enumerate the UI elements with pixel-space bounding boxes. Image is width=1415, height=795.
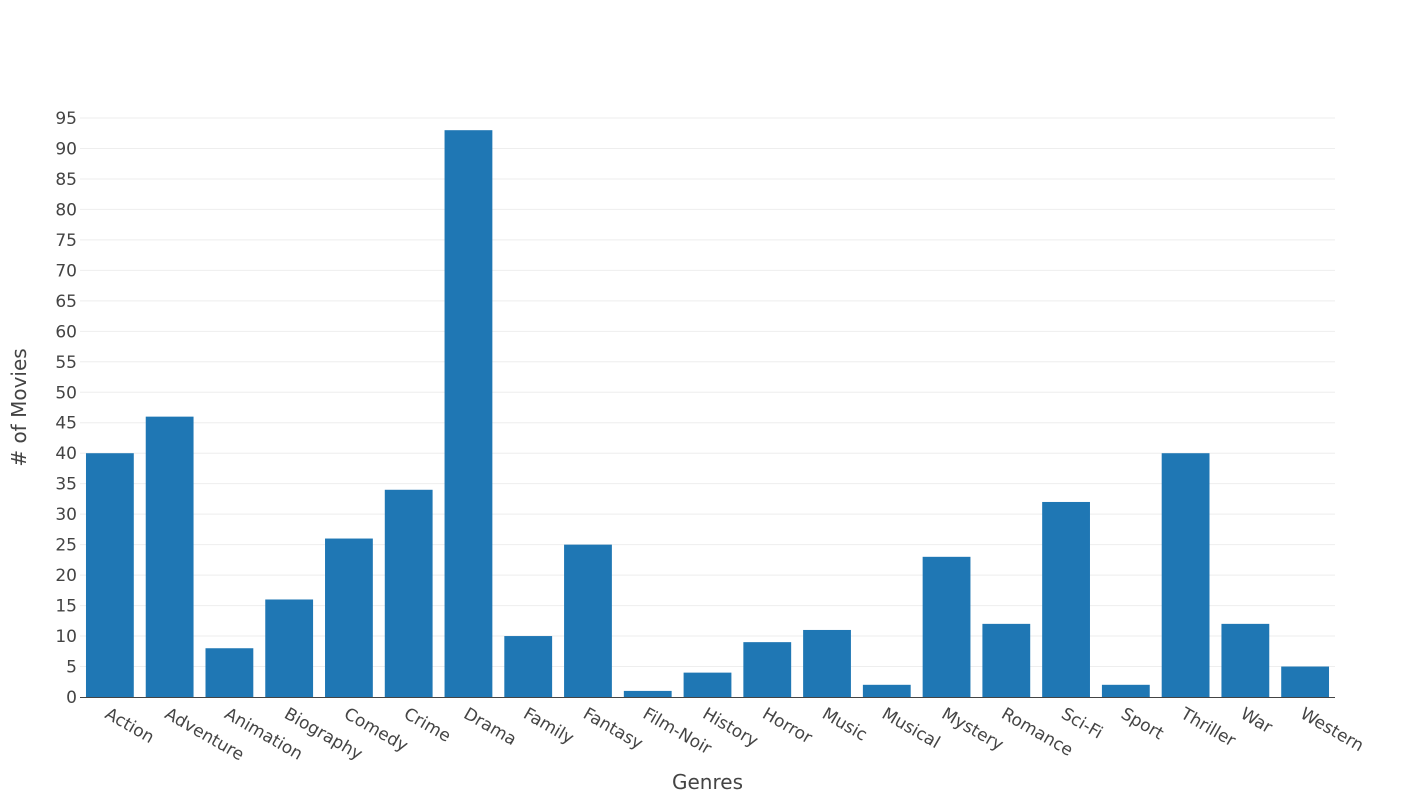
- x-tick-label: Family: [520, 704, 577, 749]
- grid-lines: [80, 117, 1335, 668]
- y-tick-label: 40: [55, 444, 77, 464]
- y-tick-label: 50: [55, 383, 77, 403]
- bar-biography: [265, 599, 314, 697]
- bar-musical: [862, 684, 911, 697]
- x-axis-tick-labels: Action AdventureAnimationBiographyComedyC…: [101, 704, 1367, 766]
- y-axis-title: # of Movies: [7, 348, 31, 466]
- bar-history: [683, 672, 732, 697]
- y-tick-label: 0: [66, 688, 77, 708]
- y-tick-label: 5: [66, 658, 77, 678]
- y-tick-label: 85: [55, 170, 77, 190]
- y-tick-label: 95: [55, 109, 77, 129]
- x-tick-label: War: [1237, 704, 1276, 738]
- bar-thriller: [1161, 453, 1210, 697]
- x-tick-label: Musical: [878, 704, 943, 753]
- bar-mystery: [922, 556, 971, 697]
- bar-adventure: [145, 416, 194, 697]
- x-tick-label: Music: [819, 704, 871, 746]
- x-tick-label: Sport: [1117, 704, 1167, 744]
- x-tick-label: Horror: [759, 704, 816, 748]
- y-tick-label: 15: [55, 597, 77, 617]
- bar-crime: [384, 489, 433, 697]
- y-tick-label: 30: [55, 505, 77, 525]
- bar-music: [803, 629, 851, 697]
- y-tick-label: 20: [55, 566, 77, 586]
- y-tick-label: 90: [55, 139, 77, 159]
- y-tick-label: 80: [55, 200, 77, 220]
- y-tick-label: 55: [55, 353, 77, 373]
- y-tick-label: 65: [55, 292, 77, 312]
- y-tick-label: 25: [55, 536, 77, 556]
- x-tick-label: Western: [1297, 704, 1367, 756]
- bar-horror: [743, 642, 792, 697]
- y-tick-label: 75: [55, 231, 77, 251]
- x-axis-title: Genres: [672, 770, 743, 794]
- x-tick-label: Fantasy: [579, 704, 646, 754]
- y-tick-label: 70: [55, 261, 77, 281]
- bar-animation: [205, 648, 254, 697]
- bar-western: [1281, 666, 1330, 697]
- bar-comedy: [325, 538, 373, 697]
- bar-sci-fi: [1042, 501, 1090, 697]
- bar-sport: [1101, 684, 1150, 697]
- x-tick-label: Mystery: [938, 704, 1007, 755]
- bar-drama: [444, 130, 493, 698]
- x-tick-label: Action: [101, 704, 157, 748]
- y-tick-label: 60: [55, 322, 77, 342]
- y-axis-tick-labels: 0 5 10 15 20 25 30 35 40 45 50 55 60 65 70 75 80 85 90 95: [55, 109, 77, 708]
- x-tick-label: Thriller: [1176, 704, 1239, 752]
- bar-romance: [982, 623, 1031, 697]
- y-tick-label: 45: [55, 414, 77, 434]
- bar-fantasy: [564, 544, 612, 697]
- y-tick-label: 35: [55, 475, 77, 495]
- y-tick-label: 10: [55, 627, 77, 647]
- bar-film-noir: [623, 690, 672, 697]
- bar-action: [85, 453, 134, 697]
- bars: [85, 130, 1330, 698]
- x-tick-label: Drama: [460, 704, 520, 750]
- bar-family: [504, 636, 553, 697]
- bar-war: [1221, 623, 1270, 697]
